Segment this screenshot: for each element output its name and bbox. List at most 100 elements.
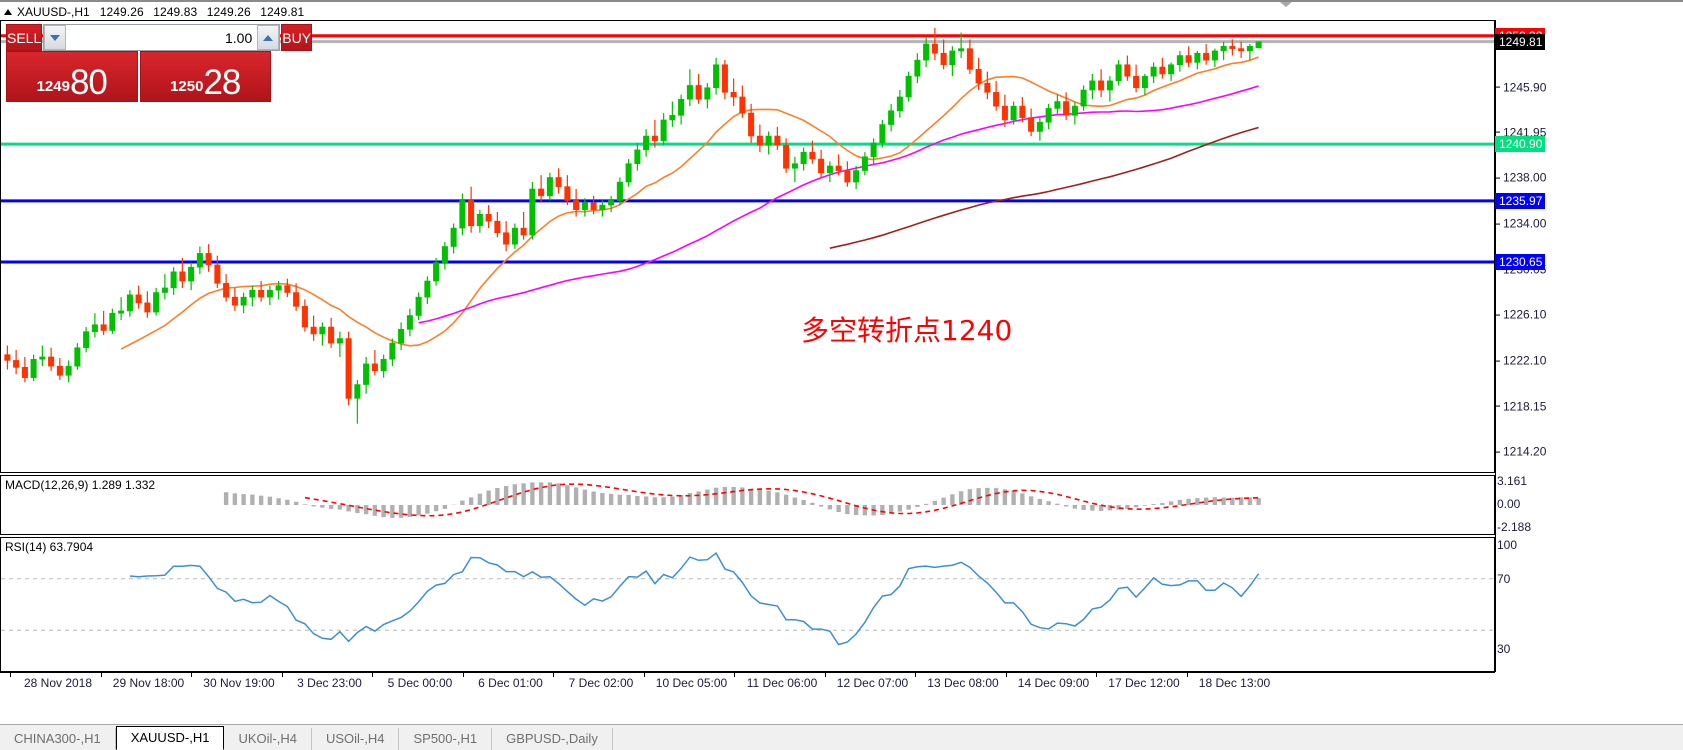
chart-tab-gbpusddaily[interactable]: GBPUSD-,Daily	[492, 728, 613, 750]
time-axis-tick-label: 5 Dec 00:00	[387, 676, 453, 690]
time-axis-tick-label: 14 Dec 09:00	[1017, 676, 1090, 690]
time-axis-tick-mark	[10, 673, 11, 677]
price-axis-tick: 1214.20	[1495, 444, 1546, 459]
chevron-down-icon	[50, 34, 61, 41]
price-axis-tick: 1241.95	[1495, 125, 1547, 140]
price-axis-tick: 1234.00	[1495, 216, 1546, 231]
time-axis-tick-mark	[643, 673, 645, 677]
macd-axis-tick-label: 3.161	[1497, 474, 1528, 488]
bid-price-tag: 1249.81	[1495, 33, 1546, 50]
time-axis-tick-label: 11 Dec 06:00	[746, 676, 818, 690]
time-axis-tick-label: 28 Nov 2018	[23, 676, 93, 690]
level-tag-1235: 1235.97	[1495, 192, 1546, 209]
macd-axis-tick-label: 0.00	[1497, 497, 1521, 511]
chart-symbol-label: XAUUSD-,H1	[17, 5, 90, 19]
chart-ohlc-values: 1249.26 1249.83 1249.26 1249.81	[100, 5, 311, 19]
price-axis-tick-label: 1214.20	[1503, 444, 1547, 459]
time-axis-tick-mark	[462, 673, 464, 677]
tick-mark-icon	[1495, 360, 1500, 362]
price-axis[interactable]: 1245.901241.951238.001234.001230.051226.…	[1495, 20, 1683, 672]
chart-tab-xauusdh1[interactable]: XAUUSD-,H1	[115, 726, 225, 750]
time-axis-tick-label: 30 Nov 19:00	[203, 676, 275, 690]
oct-controls-row: SELL BUY	[6, 24, 313, 51]
time-axis-tick-mark	[824, 673, 826, 677]
rsi-axis-tick-label: 70	[1497, 572, 1511, 586]
price-axis-divider	[1495, 20, 1496, 672]
tick-mark-icon	[1495, 451, 1500, 453]
price-axis-tick: 1226.10	[1495, 307, 1546, 322]
time-axis-tick-label: 17 Dec 12:00	[1108, 676, 1180, 690]
time-axis-tick-mark	[372, 673, 373, 677]
time-axis-tick-label: 18 Dec 13:00	[1198, 676, 1271, 690]
volume-decrease-button[interactable]	[44, 25, 67, 50]
time-axis-tick-label: 12 Dec 07:00	[836, 676, 909, 690]
time-axis-tick-mark	[1005, 673, 1007, 677]
ohlc-open: 1249.26	[99, 5, 144, 19]
sell-price-fraction: 80	[69, 62, 108, 102]
macd-label: MACD(12,26,9) 1.289 1.332	[5, 478, 156, 492]
rsi-axis-tick-label: 100	[1497, 538, 1518, 552]
ohlc-close: 1249.81	[260, 5, 305, 19]
volume-stepper[interactable]	[43, 24, 281, 51]
time-axis-tick-label: 13 Dec 08:00	[927, 676, 999, 690]
chart-tab-sp500h1[interactable]: SP500-,H1	[399, 728, 493, 750]
time-axis-tick-label: 10 Dec 05:00	[655, 676, 728, 690]
price-axis-tick-label: 1218.15	[1503, 399, 1547, 414]
sell-button[interactable]: SELL	[6, 24, 43, 51]
tick-mark-icon	[1495, 177, 1500, 179]
level-tag-1240: 1240.90	[1495, 136, 1546, 153]
time-axis-tick-mark	[1186, 673, 1188, 677]
collapse-arrow-icon[interactable]	[4, 9, 12, 15]
volume-increase-button[interactable]	[257, 25, 280, 50]
time-axis-tick-mark	[734, 673, 735, 677]
buy-price-fraction: 28	[203, 62, 241, 102]
volume-input[interactable]	[66, 25, 258, 50]
time-axis-tick-mark	[553, 673, 554, 677]
oct-price-row: 1249 80 1250 28	[6, 51, 271, 102]
ohlc-high: 1249.83	[153, 5, 198, 19]
sell-price-box[interactable]: 1249 80	[6, 51, 138, 102]
price-axis-tick-label: 1226.10	[1503, 307, 1547, 322]
buy-button[interactable]: BUY	[281, 24, 313, 51]
price-axis-tick-label: 1238.00	[1503, 170, 1547, 185]
level-tag-1230: 1230.65	[1495, 254, 1546, 271]
rsi-axis-tick-label: 30	[1497, 642, 1511, 656]
one-click-trading-panel[interactable]: SELL BUY 1249 80 1250 28	[6, 24, 313, 102]
time-axis-tick-label: 6 Dec 01:00	[478, 676, 543, 690]
rsi-pane[interactable]: RSI(14) 63.7904	[0, 537, 1495, 672]
chart-tab-bar[interactable]: CHINA300-,H1 XAUUSD-,H1 UKOil-,H4 USOil-,H4…	[0, 724, 1683, 750]
chart-tab-china300h1[interactable]: CHINA300-,H1	[0, 728, 116, 750]
time-axis-tick-label: 3 Dec 23:00	[297, 676, 362, 690]
chart-tab-ukoilh4[interactable]: UKOil-,H4	[224, 728, 312, 750]
price-axis-tick-label: 1222.10	[1503, 353, 1547, 368]
chart-annotation-text: 多空转折点1240	[801, 314, 1013, 347]
chart-tab-usoilh4[interactable]: USOil-,H4	[312, 728, 400, 750]
price-axis-tick: 1245.90	[1495, 79, 1546, 94]
tick-mark-icon	[1495, 314, 1500, 316]
time-axis-tick-mark	[281, 673, 283, 677]
ohlc-low: 1249.26	[206, 5, 251, 19]
time-axis-tick-mark	[1096, 673, 1097, 677]
macd-pane[interactable]: MACD(12,26,9) 1.289 1.332	[0, 475, 1495, 535]
tick-mark-icon	[1495, 131, 1500, 133]
buy-price-box[interactable]: 1250 28	[139, 51, 271, 102]
sell-price-integer: 1249	[36, 78, 70, 95]
chevron-up-icon	[263, 34, 274, 41]
tick-mark-icon	[1495, 223, 1500, 225]
time-axis-tick-label: 29 Nov 18:00	[112, 676, 185, 690]
price-axis-tick: 1218.15	[1495, 398, 1546, 413]
time-axis: 28 Nov 2018 29 Nov 18:00 30 Nov 19:00 3 Dec…	[0, 672, 1495, 694]
price-axis-tick: 1238.00	[1495, 170, 1546, 185]
macd-plot	[223, 482, 1261, 518]
chart-header: XAUUSD-,H1 1249.26 1249.83 1249.26 1249.…	[0, 4, 310, 20]
price-axis-tick: 1222.10	[1495, 353, 1546, 368]
buy-price-integer: 1250	[170, 78, 204, 95]
time-axis-tick-mark	[915, 673, 916, 677]
tick-mark-icon	[1495, 405, 1500, 407]
tick-mark-icon	[1495, 86, 1500, 88]
time-axis-tick-label: 7 Dec 02:00	[568, 676, 634, 690]
price-axis-tick-label: 1241.95	[1503, 125, 1547, 140]
price-axis-tick-label: 1245.90	[1503, 79, 1547, 94]
price-axis-tick-label: 1234.00	[1503, 216, 1547, 231]
